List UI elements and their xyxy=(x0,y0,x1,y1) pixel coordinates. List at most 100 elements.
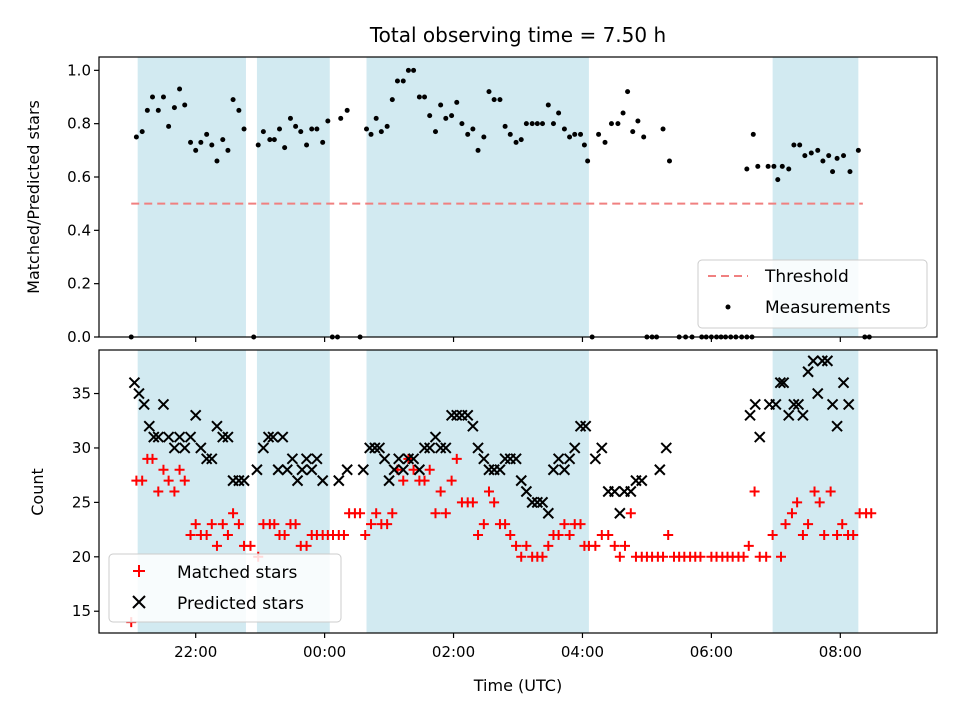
chart-title: Total observing time = 7.50 h xyxy=(369,23,666,47)
matched-star-point xyxy=(269,519,280,530)
measurement-point xyxy=(502,123,508,129)
legend-threshold-label: Threshold xyxy=(764,267,849,287)
matched-star-point xyxy=(761,551,772,562)
predicted-star-point xyxy=(569,442,581,454)
measurement-point xyxy=(287,115,293,121)
matched-star-point xyxy=(163,475,174,486)
predicted-star-point xyxy=(812,387,824,400)
measurement-point xyxy=(625,89,631,95)
top-legend-box xyxy=(697,259,928,329)
top-y-axis-label: Matched/Predicted stars xyxy=(24,100,43,294)
measurement-point xyxy=(523,121,529,127)
predicted-star-point xyxy=(440,442,452,454)
y-tick-label: 0.2 xyxy=(67,275,91,293)
y-tick-label: 35 xyxy=(72,385,91,403)
shaded-interval xyxy=(137,57,246,337)
measurement-point xyxy=(475,147,481,153)
measurement-point xyxy=(182,102,188,108)
measurement-point xyxy=(394,78,400,84)
predicted-star-point xyxy=(821,355,834,367)
predicted-star-point xyxy=(296,464,308,476)
legend-matched-label: Matched stars xyxy=(177,563,297,583)
measurement-point xyxy=(797,142,803,148)
bottom-y-ticks: 15 20 25 30 35 xyxy=(72,385,99,620)
legend-measurements-label: Measurements xyxy=(765,298,891,318)
predicted-star-point xyxy=(383,474,395,487)
measurement-point xyxy=(841,153,847,159)
measurement-point xyxy=(405,67,411,73)
matched-star-points xyxy=(126,453,877,628)
predicted-star-point xyxy=(494,464,506,476)
predicted-star-point xyxy=(749,398,761,411)
predicted-star-point xyxy=(179,442,191,454)
measurement-point xyxy=(534,121,540,127)
y-tick-label: 20 xyxy=(72,548,91,566)
matched-star-point xyxy=(575,519,586,530)
shaded-interval xyxy=(256,57,330,337)
matched-star-point xyxy=(430,508,441,519)
predicted-star-point xyxy=(402,453,415,465)
predicted-star-point xyxy=(157,398,170,411)
measurement-point xyxy=(338,115,344,121)
predicted-star-point xyxy=(558,464,571,476)
matched-star-point xyxy=(201,530,212,541)
matched-star-point xyxy=(179,475,190,486)
bottom-panel: 15 20 25 30 35 22:00 00:00 02:00 04:00 06:00 08:0… xyxy=(28,349,938,695)
matched-star-point xyxy=(473,530,484,541)
measurement-point xyxy=(491,97,497,103)
measurement-point xyxy=(765,163,771,169)
predicted-star-point xyxy=(467,420,479,432)
predicted-star-point xyxy=(520,485,533,498)
measurement-point xyxy=(561,126,567,132)
measurement-point xyxy=(160,94,166,100)
matched-star-point xyxy=(792,497,803,508)
matched-star-point xyxy=(478,519,489,530)
measurement-point xyxy=(304,142,310,148)
predicted-star-point xyxy=(364,442,376,454)
predicted-star-point xyxy=(267,431,279,443)
measurement-point xyxy=(368,131,374,137)
measurement-point xyxy=(755,163,761,169)
bottom-x-ticks: 22:00 00:00 02:00 04:00 06:00 08:00 xyxy=(174,633,862,661)
measurement-point xyxy=(808,150,814,156)
measurement-point xyxy=(550,121,556,127)
matched-star-point xyxy=(301,540,312,551)
measurement-point xyxy=(155,107,161,113)
predicted-star-point xyxy=(143,420,155,432)
measurement-point xyxy=(236,107,242,113)
predicted-star-point xyxy=(608,485,621,498)
matched-star-point xyxy=(228,508,239,519)
matched-star-point xyxy=(819,530,830,541)
measurement-point xyxy=(567,134,573,140)
predicted-star-point xyxy=(133,387,145,400)
measurement-point xyxy=(139,129,145,135)
predicted-star-point xyxy=(148,431,160,443)
predicted-star-point xyxy=(462,409,474,422)
predicted-star-point xyxy=(574,420,587,432)
matched-star-point xyxy=(614,551,625,562)
shaded-interval xyxy=(366,57,589,337)
measurement-point xyxy=(775,177,781,183)
predicted-star-point xyxy=(373,442,386,454)
predicted-star-point xyxy=(826,398,839,411)
top-y-ticks: 0.0 0.2 0.4 0.6 0.8 1.0 xyxy=(67,61,99,346)
measurement-point xyxy=(802,153,808,159)
measurement-point xyxy=(230,97,236,103)
predicted-star-point xyxy=(152,431,165,443)
measurement-point xyxy=(427,113,433,119)
matched-star-point xyxy=(435,486,446,497)
predicted-star-point xyxy=(445,409,458,422)
legend-matched-swatch xyxy=(133,565,145,577)
measurement-point xyxy=(271,137,277,143)
matched-star-point xyxy=(625,508,636,519)
legend-predicted-label: Predicted stars xyxy=(177,594,304,614)
measurement-point xyxy=(314,126,320,132)
legend-measurements-swatch xyxy=(725,304,731,310)
matched-star-point xyxy=(776,551,787,562)
matched-star-point xyxy=(279,530,290,541)
matched-star-point xyxy=(658,551,669,562)
predicted-star-point xyxy=(413,464,426,476)
matched-star-point xyxy=(387,508,398,519)
matched-star-point xyxy=(738,551,749,562)
predicted-star-point xyxy=(625,485,637,498)
